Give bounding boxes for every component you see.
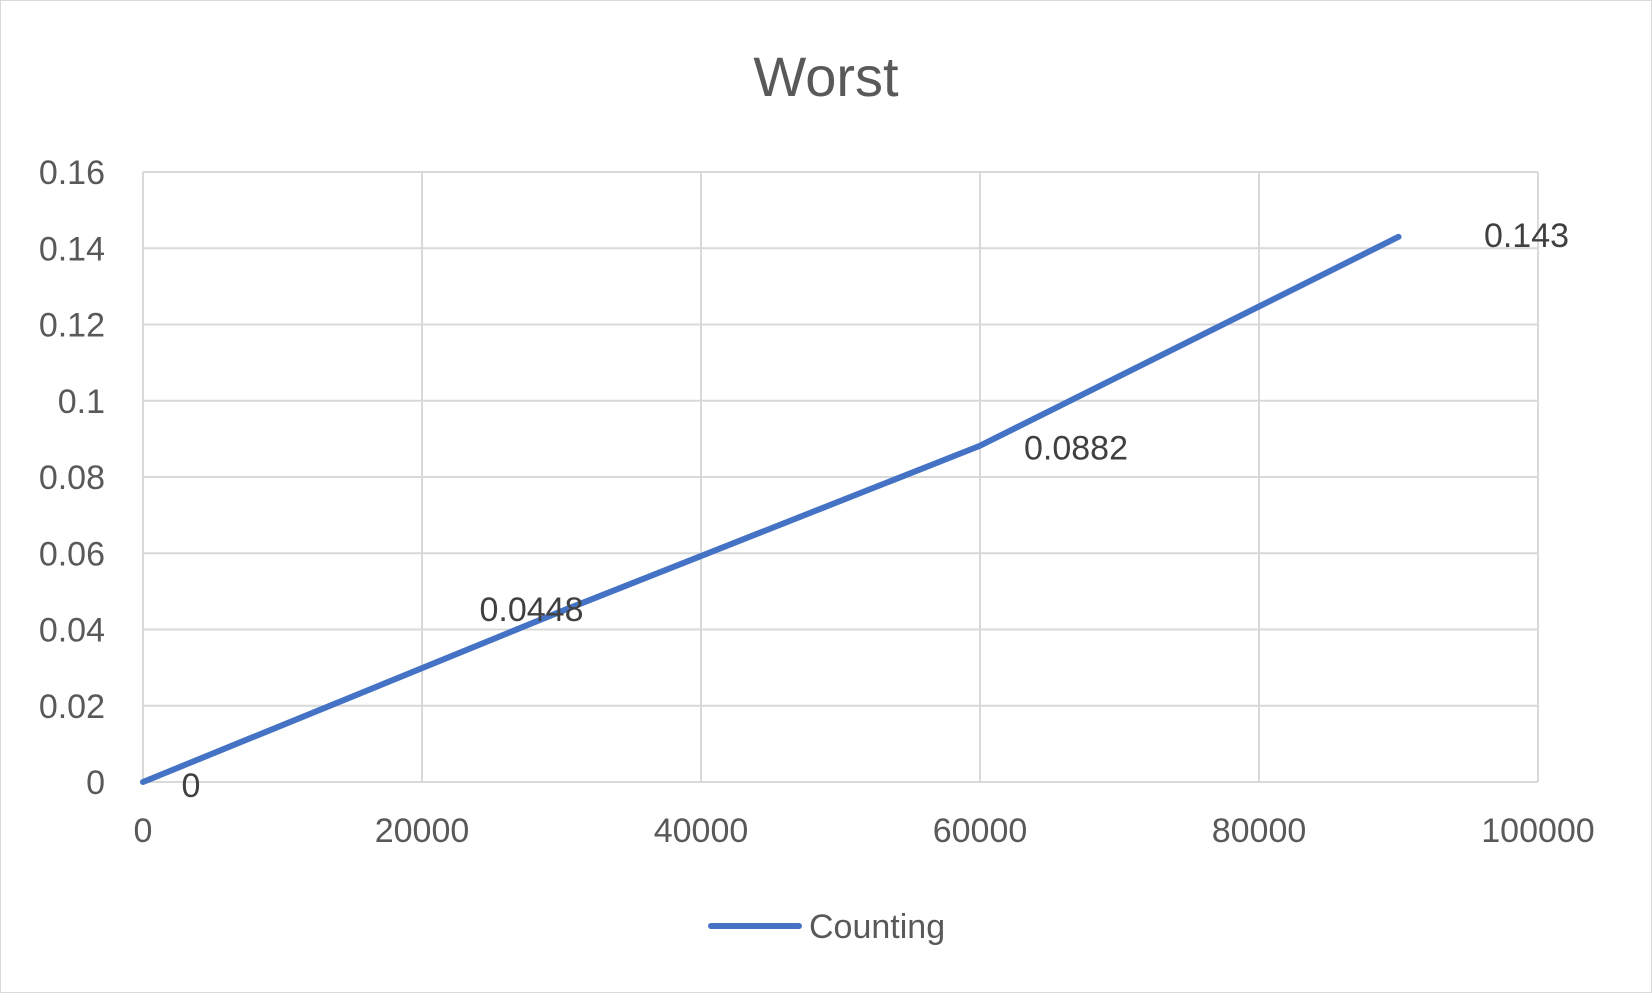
series-layer	[140, 233, 1402, 785]
y-tick-label: 0.08	[39, 459, 105, 497]
y-tick-label: 0.16	[39, 154, 105, 192]
gridlines	[142, 171, 1539, 783]
legend-label: Counting	[809, 908, 945, 946]
x-tick-label: 20000	[375, 812, 470, 850]
y-tick-label: 0.14	[39, 230, 105, 268]
y-axis-ticks: 0 0.02 0.04 0.06 0.08 0.1 0.12 0.14 0.16	[39, 154, 105, 802]
data-label: 0.0882	[1024, 430, 1128, 468]
data-label: 0.143	[1484, 217, 1569, 255]
y-tick-label: 0	[86, 764, 105, 802]
y-tick-label: 0.1	[58, 383, 105, 421]
y-tick-label: 0.06	[39, 535, 105, 573]
legend: Counting	[708, 908, 945, 946]
x-tick-label: 0	[134, 812, 153, 850]
series-line-counting	[140, 233, 1402, 785]
y-tick-label: 0.02	[39, 688, 105, 726]
x-tick-label: 60000	[933, 812, 1028, 850]
data-labels: 0 0.0448 0.0882 0.143	[182, 217, 1570, 805]
x-tick-label: 80000	[1212, 812, 1307, 850]
y-tick-label: 0.12	[39, 307, 105, 345]
x-tick-label: 40000	[654, 812, 749, 850]
x-tick-label: 100000	[1481, 812, 1594, 850]
y-tick-label: 0.04	[39, 612, 105, 650]
x-axis-ticks: 0 20000 40000 60000 80000 100000	[134, 812, 1595, 850]
chart-title: Worst	[753, 45, 899, 108]
data-label: 0	[182, 767, 201, 805]
data-label: 0.0448	[480, 591, 584, 629]
